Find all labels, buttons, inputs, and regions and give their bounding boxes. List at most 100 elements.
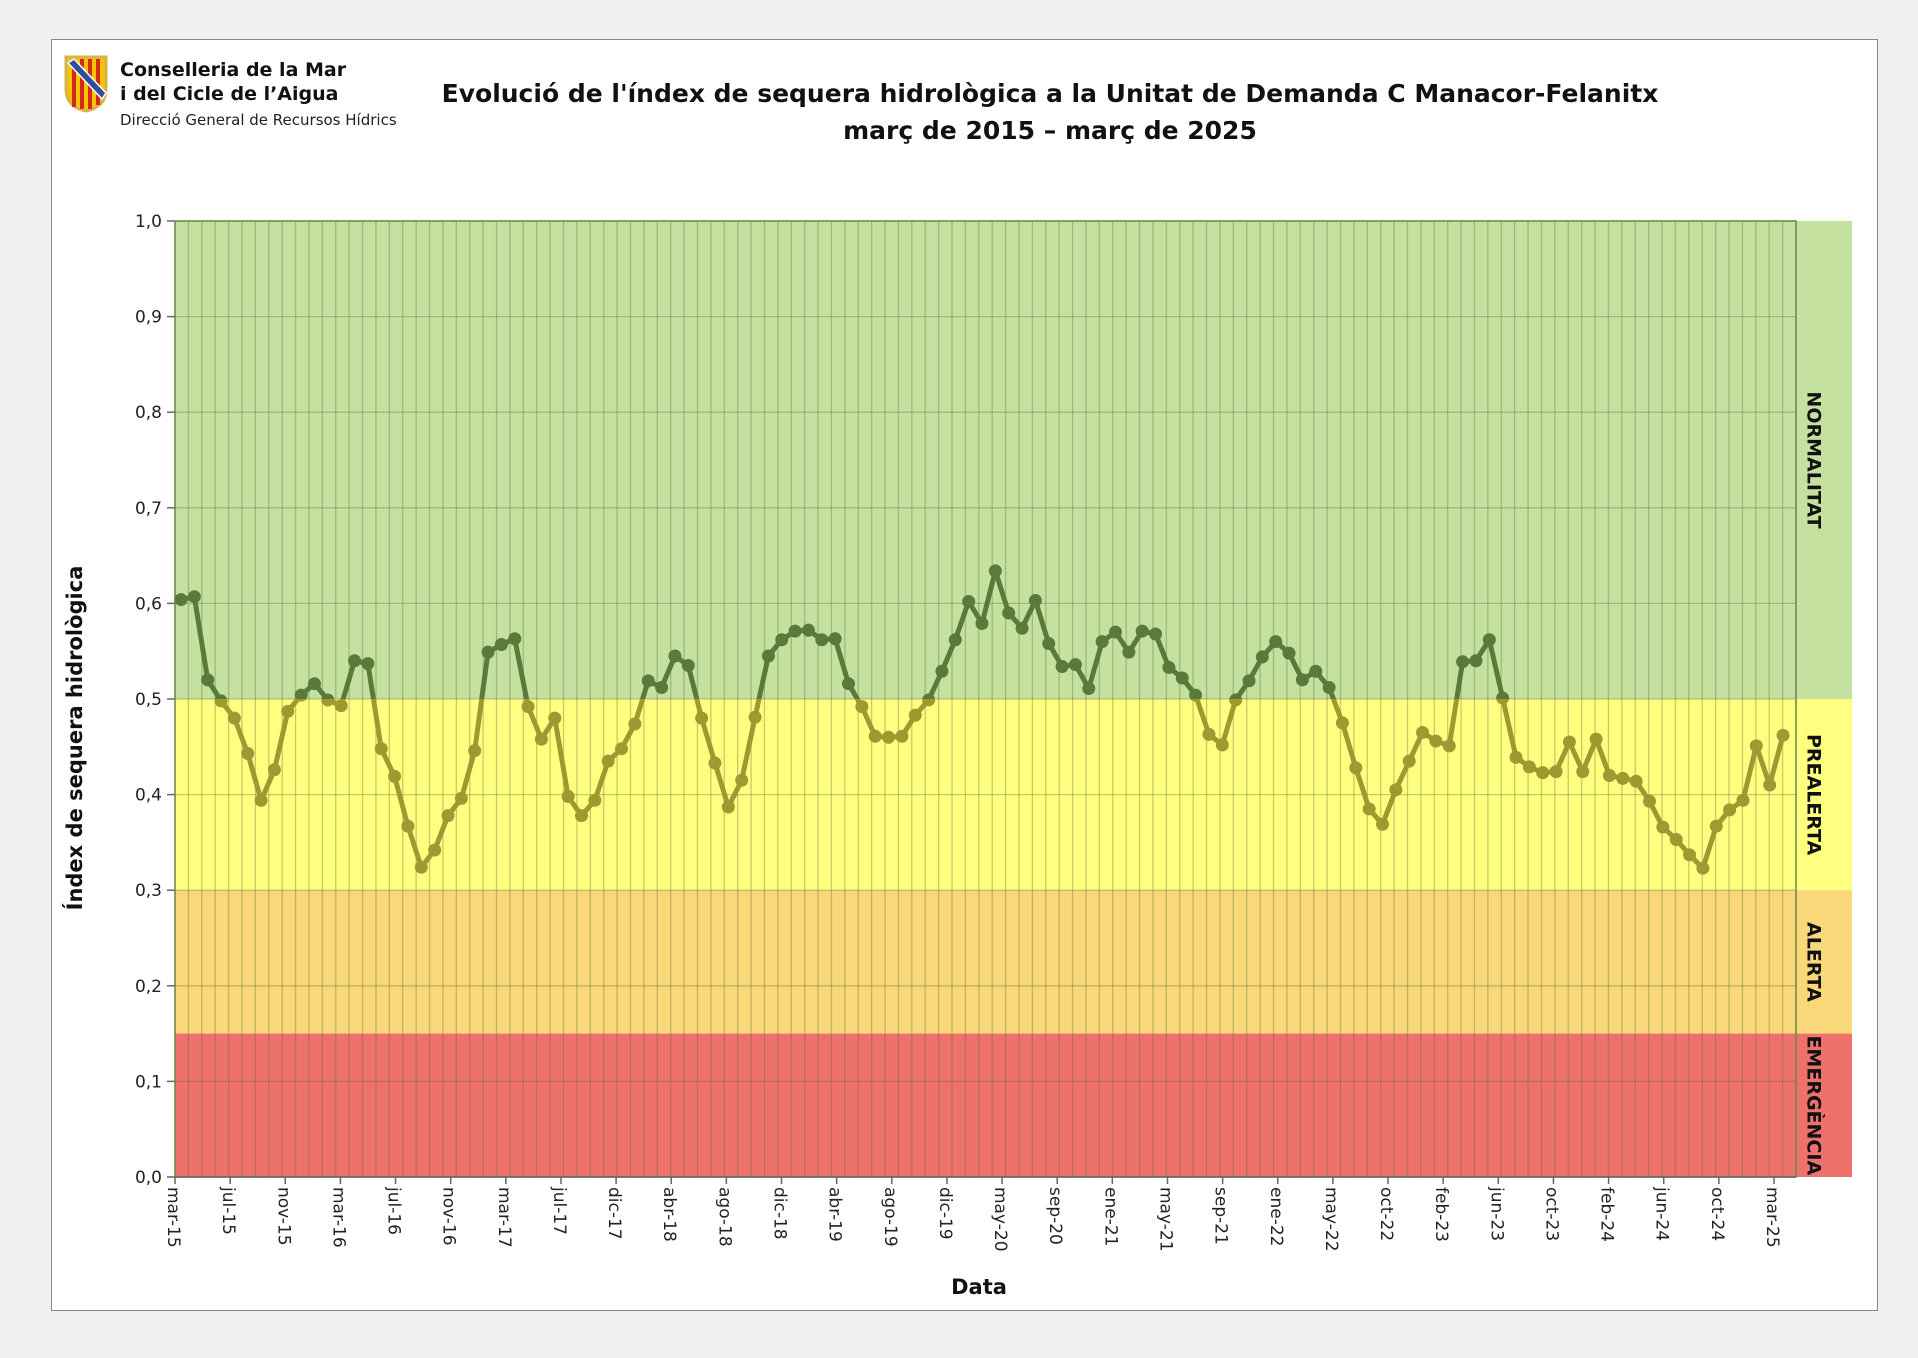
y-axis-label: Índex de sequera hidrològica <box>62 566 87 911</box>
data-point <box>294 688 308 699</box>
data-point <box>267 763 281 777</box>
data-point <box>1763 778 1777 792</box>
data-point <box>1295 673 1309 687</box>
coat-of-arms-icon <box>64 55 108 113</box>
logo <box>64 55 108 113</box>
data-point <box>1536 766 1550 780</box>
zone-label: ALERTA <box>1803 922 1825 1002</box>
data-point <box>575 809 588 823</box>
data-point <box>494 638 508 652</box>
data-point <box>1429 734 1443 748</box>
data-point <box>1522 760 1536 774</box>
x-tick-label: nov-16 <box>439 1187 459 1246</box>
data-point <box>842 677 855 691</box>
data-point <box>1509 750 1523 764</box>
data-point <box>935 664 949 678</box>
x-tick-label: nov-15 <box>273 1187 293 1246</box>
data-point <box>828 632 842 646</box>
x-tick-label: mar-15 <box>163 1187 183 1248</box>
data-point <box>281 704 295 718</box>
data-point <box>1416 725 1430 739</box>
data-point <box>1202 727 1216 741</box>
data-point <box>1629 774 1643 788</box>
x-tick-label: may-21 <box>1155 1187 1175 1252</box>
data-point <box>508 632 522 646</box>
data-point <box>601 754 615 768</box>
x-tick-label: abr-19 <box>825 1187 845 1242</box>
x-tick-label: dic-19 <box>935 1187 955 1240</box>
data-point <box>468 744 482 758</box>
data-point <box>1055 659 1069 673</box>
data-point <box>908 708 922 722</box>
data-point <box>1229 693 1243 699</box>
y-tick-label: 0,5 <box>135 690 162 710</box>
data-point <box>788 624 802 638</box>
data-point <box>1189 688 1203 699</box>
data-point <box>761 649 775 663</box>
x-tick-label: sep-20 <box>1045 1187 1065 1245</box>
data-point <box>588 793 602 807</box>
data-point <box>414 860 428 874</box>
data-point <box>1282 646 1296 660</box>
zone-band <box>175 890 1852 1034</box>
data-point <box>321 699 335 707</box>
data-point <box>882 730 896 744</box>
x-tick-label: jul-15 <box>218 1186 238 1235</box>
data-point <box>1496 691 1510 699</box>
data-point <box>1709 819 1723 833</box>
data-point <box>922 693 936 699</box>
data-point <box>1496 699 1510 705</box>
data-point <box>962 594 976 608</box>
data-point <box>548 711 562 725</box>
y-tick-label: 0,3 <box>135 881 162 901</box>
data-point <box>521 700 535 714</box>
x-tick-label: ago-19 <box>880 1187 900 1247</box>
x-tick-label: ago-18 <box>714 1187 734 1247</box>
data-point <box>1309 664 1323 678</box>
data-point <box>1028 594 1042 608</box>
y-tick-label: 0,9 <box>135 308 162 328</box>
data-point <box>1749 739 1763 753</box>
data-point <box>334 699 348 713</box>
data-point <box>1602 768 1616 782</box>
data-point <box>668 649 682 663</box>
data-point <box>561 790 575 804</box>
x-tick-label: oct-23 <box>1541 1187 1561 1241</box>
data-point <box>895 729 909 743</box>
x-tick-label: jun-24 <box>1652 1186 1672 1241</box>
series-layer <box>174 564 1510 699</box>
data-point <box>1576 765 1590 779</box>
data-point <box>1175 671 1189 685</box>
data-point <box>1389 783 1403 797</box>
x-tick-label: feb-24 <box>1597 1187 1617 1242</box>
data-point <box>695 711 709 725</box>
data-point <box>1335 716 1349 730</box>
x-tick-label: mar-16 <box>328 1187 348 1248</box>
y-tick-label: 0,1 <box>135 1072 162 1092</box>
org-name: Conselleria de la Mar i del Cicle de l’Ai… <box>120 59 347 105</box>
data-point <box>254 793 268 807</box>
data-point <box>321 693 335 699</box>
y-tick-label: 0,7 <box>135 499 162 519</box>
zone-label: EMERGÈNCIA <box>1803 1035 1826 1175</box>
data-point <box>187 590 201 604</box>
data-point <box>454 791 468 805</box>
data-point <box>975 616 989 630</box>
data-point <box>1269 635 1283 649</box>
x-tick-label: ene-21 <box>1100 1187 1120 1246</box>
data-point <box>227 711 241 725</box>
y-tick-label: 0,8 <box>135 403 162 423</box>
data-point <box>1215 738 1229 752</box>
y-tick-label: 0,4 <box>135 786 162 806</box>
data-point <box>201 673 215 687</box>
data-point <box>1776 728 1790 742</box>
data-point <box>1696 861 1710 875</box>
data-point <box>534 732 548 746</box>
data-point <box>1149 627 1163 641</box>
data-point <box>401 819 415 833</box>
data-point <box>214 699 228 708</box>
data-point <box>1589 732 1603 746</box>
data-point <box>428 843 442 857</box>
data-point <box>1442 739 1456 753</box>
data-point <box>1456 655 1470 669</box>
